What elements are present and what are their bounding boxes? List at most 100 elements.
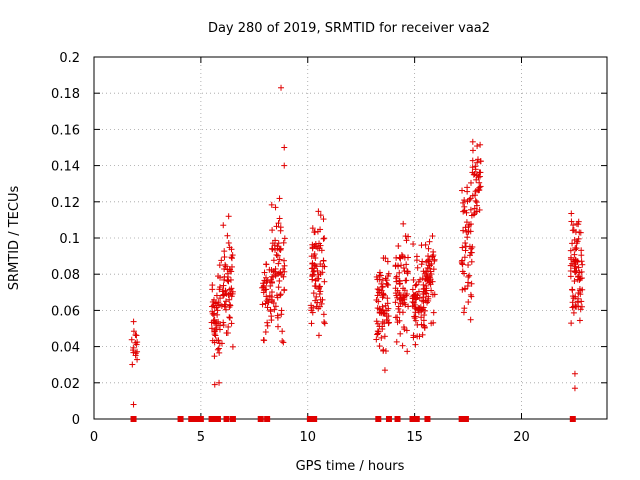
data-point [309, 272, 316, 279]
data-point [462, 243, 469, 250]
data-point [469, 164, 476, 171]
zero-marker [424, 416, 431, 422]
chart-title: Day 280 of 2019, SRMTID for receiver vaa… [208, 21, 490, 36]
data-point [268, 289, 275, 296]
data-point [210, 317, 217, 324]
data-point [462, 286, 469, 293]
data-point [277, 269, 284, 276]
data-point [569, 286, 576, 293]
data-point [575, 221, 582, 228]
data-point [314, 245, 321, 252]
y-tick-labels: 0 0.02 0.04 0.06 0.08 0.1 0.12 0.14 0.16 0.18 0.2 [51, 51, 80, 428]
data-point [571, 265, 578, 272]
data-point [411, 315, 418, 322]
data-point [425, 273, 432, 280]
data-point [273, 223, 280, 230]
x-axis-label: GPS time / hours [296, 459, 405, 474]
data-point [229, 288, 236, 295]
data-point [211, 328, 218, 335]
data-point [226, 304, 233, 311]
data-point [216, 340, 223, 347]
data-point [416, 333, 423, 340]
data-point [385, 305, 392, 312]
data-point [568, 210, 575, 217]
data-point [393, 338, 400, 345]
data-point [276, 195, 283, 202]
data-point [374, 292, 381, 299]
data-point [568, 320, 575, 327]
data-point [410, 241, 417, 248]
data-point [212, 332, 219, 339]
data-point [569, 299, 576, 306]
data-point [379, 306, 386, 313]
data-point [130, 401, 137, 408]
y-tick-label: 0.16 [51, 123, 80, 138]
data-point [471, 210, 478, 217]
data-point [316, 290, 323, 297]
data-point [226, 266, 233, 273]
data-point [467, 316, 474, 323]
data-point [132, 352, 139, 359]
y-tick-label: 0.08 [51, 268, 80, 283]
y-tick-label: 0 [72, 413, 80, 428]
data-point [224, 277, 231, 284]
data-point [268, 245, 275, 252]
data-point [414, 292, 421, 299]
data-point [320, 235, 327, 242]
data-point [409, 295, 416, 302]
data-point [398, 262, 405, 269]
data-point [268, 267, 275, 274]
data-point [308, 320, 315, 327]
data-point [259, 284, 266, 291]
data-point [474, 143, 481, 150]
data-point [570, 309, 577, 316]
data-point [222, 263, 229, 270]
data-point [270, 273, 277, 280]
data-point [309, 265, 316, 272]
data-point [272, 303, 279, 310]
data-point [132, 331, 139, 338]
data-point [415, 309, 422, 316]
data-point [211, 381, 218, 388]
data-point [381, 320, 388, 327]
data-point [477, 183, 484, 190]
data-point [469, 157, 476, 164]
data-point [262, 329, 269, 336]
data-point [376, 305, 383, 312]
data-point [262, 300, 269, 307]
data-point [574, 273, 581, 280]
data-point [220, 222, 227, 229]
data-point [310, 290, 317, 297]
data-point [270, 257, 277, 264]
data-point [471, 192, 478, 199]
data-point [261, 277, 268, 284]
data-point [317, 271, 324, 278]
data-point [222, 261, 229, 268]
data-point [395, 243, 402, 250]
data-point [278, 84, 285, 91]
data-point [468, 293, 475, 300]
data-point [569, 293, 576, 300]
data-point [317, 212, 324, 219]
data-point [472, 166, 479, 173]
data-point [380, 310, 387, 317]
data-point [567, 267, 574, 274]
data-point [221, 254, 228, 261]
data-point [468, 258, 475, 265]
data-point [425, 262, 432, 269]
data-point [572, 261, 579, 268]
data-point [273, 271, 280, 278]
data-point [404, 348, 411, 355]
data-point [310, 304, 317, 311]
data-point [474, 159, 481, 166]
data-point [396, 269, 403, 276]
zero-marker [264, 416, 271, 422]
data-point [210, 312, 217, 319]
data-point [468, 179, 475, 186]
data-point [216, 322, 223, 329]
data-point [428, 260, 435, 267]
data-point [216, 262, 223, 269]
data-point [222, 298, 229, 305]
data-point [261, 269, 268, 276]
